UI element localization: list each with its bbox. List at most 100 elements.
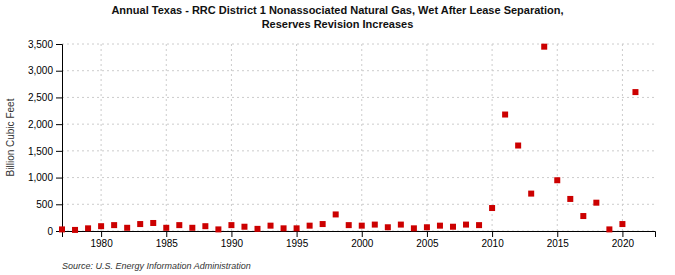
point [150,220,156,226]
x-tick-mark [362,231,363,237]
x-tick-label: 2015 [547,238,570,249]
y-tick-mark [56,71,62,72]
y-tick-mark [56,124,62,125]
y-tick: 3,000 [28,65,62,76]
point [294,225,300,231]
point [98,223,104,229]
point [619,221,625,227]
grid-line-x [361,44,362,231]
y-tick: 500 [36,199,62,210]
point [437,223,443,229]
y-tick-label: 3,500 [28,39,53,50]
x-tick-label: 1985 [156,238,179,249]
point [359,223,365,229]
point [163,225,169,231]
y-tick-label: 1,000 [28,172,53,183]
x-tick-mark [557,231,558,237]
x-axis-line [63,232,656,238]
x-tick-mark [427,231,428,237]
point [241,224,247,230]
point [593,200,599,206]
x-tick-mark [166,231,167,237]
y-axis: 05001,0001,5002,0002,5003,0003,500 [28,39,63,237]
x-tick-label: 1995 [286,238,309,249]
y-axis-title: Billion Cubic Feet [5,98,16,176]
x-tick: 2005 [416,231,439,249]
y-tick-mark [56,204,62,205]
point [372,222,378,228]
x-tick: 2020 [612,231,635,249]
point [320,221,326,227]
point [463,222,469,228]
point [72,227,78,233]
grid-line-x [166,44,167,231]
grid-line-y [62,150,655,151]
point [606,226,612,232]
point [268,223,274,229]
point [411,225,417,231]
x-tick-label: 2000 [351,238,374,249]
point [489,205,495,211]
grid-line-x [557,44,558,231]
x-tick-mark [101,231,102,237]
grid [62,44,655,231]
point [124,225,130,231]
point [85,225,91,231]
y-tick-mark [56,97,62,98]
y-tick: 1,500 [28,146,62,157]
point [502,112,508,118]
source: Source: U.S. Energy Information Administ… [62,261,251,271]
point [476,222,482,228]
grid-line-x [101,44,102,231]
x-tick-mark [492,231,493,237]
y-tick-mark [56,178,62,179]
x-tick-label: 1990 [221,238,244,249]
point [424,224,430,230]
point [541,44,547,50]
y-axis-line [56,45,63,232]
chart: 1980198519901995200020052010201520200500… [0,0,675,275]
grid-line-y [62,177,655,178]
point [632,89,638,95]
point [554,177,560,183]
x-tick: 1985 [156,231,179,249]
point [215,226,221,232]
x-tick-label: 2010 [481,238,504,249]
x-tick-label: 2020 [612,238,635,249]
point [567,196,573,202]
x-tick: 2010 [481,231,504,249]
x-tick: 2000 [351,231,374,249]
grid-line-y [62,124,655,125]
x-tick-mark [231,231,232,237]
grid-line-y [62,204,655,205]
grid-line-x [426,44,427,231]
point [189,225,195,231]
point [176,222,182,228]
point [281,225,287,231]
grid-line-x [296,44,297,231]
grid-line-y [62,44,655,45]
x-tick: 1995 [286,231,309,249]
point [346,222,352,228]
point [137,221,143,227]
x-tick-mark [622,231,623,237]
y-tick: 3,500 [28,39,62,50]
point [333,211,339,217]
grid-line-x [231,44,232,231]
title: Annual Texas - RRC District 1 Nonassocia… [111,4,563,30]
point [59,226,65,232]
point [398,222,404,228]
x-tick: 1990 [221,231,244,249]
point [228,222,234,228]
y-tick: 1,000 [28,172,62,183]
point [580,213,586,219]
point [202,223,208,229]
grid-line-y [62,97,655,98]
y-tick-label: 1,500 [28,146,53,157]
point [385,224,391,230]
point [528,191,534,197]
point [515,143,521,149]
y-tick: 2,500 [28,92,62,103]
y-tick-mark [56,44,62,45]
y-tick-label: 3,000 [28,65,53,76]
